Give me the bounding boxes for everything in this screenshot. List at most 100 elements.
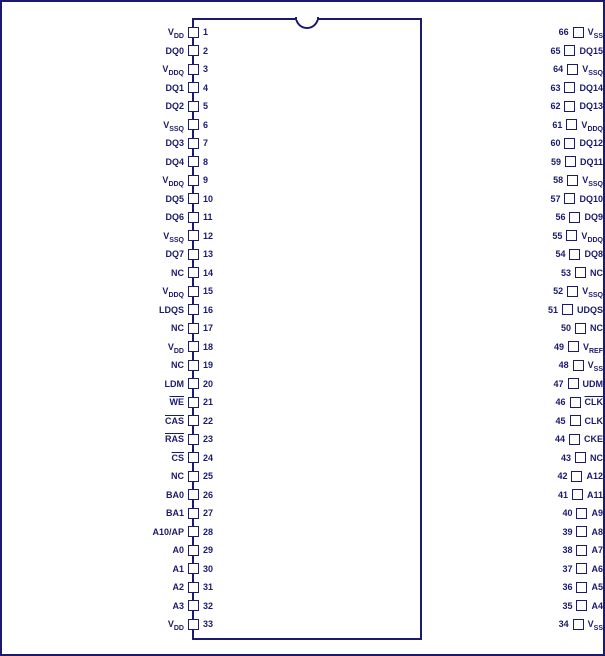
pin-44-label: CKE (584, 434, 603, 444)
pin-33-box (188, 619, 199, 630)
pin-1-label: VDD (168, 27, 184, 37)
pin-6: VSSQ6 (2, 119, 221, 131)
pin-33-number: 33 (203, 619, 221, 629)
pin-35-label: A4 (591, 601, 603, 611)
pin-12-number: 12 (203, 231, 221, 241)
pin-55-box (566, 230, 577, 241)
pin-47-box (568, 378, 579, 389)
pin-61: VDDQ61 (393, 119, 603, 131)
pin-48: VSS48 (393, 359, 603, 371)
diagram-frame: VDD1DQ02VDDQ3DQ14DQ25VSSQ6DQ37DQ48VDDQ9D… (0, 0, 605, 656)
pin-19-label: NC (171, 360, 184, 370)
pin-10-box (188, 193, 199, 204)
pin-54: DQ854 (393, 248, 603, 260)
pin-37-label: A6 (591, 564, 603, 574)
pin-52-box (567, 286, 578, 297)
pin-35-number: 35 (554, 601, 572, 611)
pin-37-number: 37 (554, 564, 572, 574)
pin-62-number: 62 (542, 101, 560, 111)
pin-64-box (567, 64, 578, 75)
pin-8-box (188, 156, 199, 167)
pin-26: BA026 (2, 489, 221, 501)
pin-36-number: 36 (554, 582, 572, 592)
pin-18-label: VDD (168, 342, 184, 352)
pin-63-number: 63 (542, 83, 560, 93)
pin-43: NC43 (393, 452, 603, 464)
pin-62-label: DQ13 (579, 101, 603, 111)
pin-13-number: 13 (203, 249, 221, 259)
pin-1-box (188, 27, 199, 38)
pin-24: CS24 (2, 452, 221, 464)
pin-61-label: VDDQ (581, 120, 603, 130)
pin-30: A130 (2, 563, 221, 575)
pin-9-box (188, 175, 199, 186)
pin-59-box (565, 156, 576, 167)
pin-23: RAS23 (2, 433, 221, 445)
pin-3-number: 3 (203, 64, 221, 74)
pin-55: VDDQ55 (393, 230, 603, 242)
pin-16-number: 16 (203, 305, 221, 315)
pin-27-box (188, 508, 199, 519)
pin-32-label: A3 (172, 601, 184, 611)
pin-63-label: DQ14 (579, 83, 603, 93)
pin-23-label: RAS (165, 434, 184, 444)
pin-58-box (567, 175, 578, 186)
pin-66: VSS66 (393, 26, 603, 38)
pin-55-label: VDDQ (581, 231, 603, 241)
pin-29-number: 29 (203, 545, 221, 555)
pin-57-label: DQ10 (579, 194, 603, 204)
pin-50-label: NC (590, 323, 603, 333)
pin-30-box (188, 563, 199, 574)
pin-8: DQ48 (2, 156, 221, 168)
pin-19: NC19 (2, 359, 221, 371)
pin-14-label: NC (171, 268, 184, 278)
pin-66-label: VSS (588, 27, 603, 37)
pin-21: WE21 (2, 396, 221, 408)
pin-35: A4 35 (393, 600, 603, 612)
pin-59: DQ1159 (393, 156, 603, 168)
pin-16-label: LDQS (159, 305, 184, 315)
pin-62: DQ13 62 (393, 100, 603, 112)
pin-27: BA127 (2, 507, 221, 519)
pin-25-label: NC (171, 471, 184, 481)
pin-42-box (571, 471, 582, 482)
pin-4-box (188, 82, 199, 93)
pin-28-box (188, 526, 199, 537)
pin-19-box (188, 360, 199, 371)
pin-7-box (188, 138, 199, 149)
pin-20-box (188, 378, 199, 389)
pin-53-number: 53 (553, 268, 571, 278)
pin-30-number: 30 (203, 564, 221, 574)
pin-25-number: 25 (203, 471, 221, 481)
pin-34-number: 34 (551, 619, 569, 629)
pin-16: LDQS 16 (2, 304, 221, 316)
pin-2-box (188, 45, 199, 56)
pin-65-box (564, 45, 575, 56)
pin-12: VSSQ12 (2, 230, 221, 242)
pin-1-number: 1 (203, 27, 221, 37)
pin-38-box (576, 545, 587, 556)
pin-59-label: DQ11 (580, 157, 603, 167)
pin-1: VDD 1 (2, 26, 221, 38)
pin-57-box (564, 193, 575, 204)
pin-60-box (564, 138, 575, 149)
pin-54-number: 54 (547, 249, 565, 259)
pin-25: NC 25 (2, 470, 221, 482)
pin-47: UDM47 (393, 378, 603, 390)
pin-24-label: CS (171, 453, 184, 463)
pin-34-label: VSS (588, 619, 603, 629)
pin-2-label: DQ0 (165, 46, 184, 56)
pin-4-number: 4 (203, 83, 221, 93)
pin-42-number: 42 (549, 471, 567, 481)
pin-12-box (188, 230, 199, 241)
pin-44-number: 44 (547, 434, 565, 444)
pin-6-label: VSSQ (163, 120, 184, 130)
pin-56-label: DQ9 (584, 212, 603, 222)
pin-13: DQ713 (2, 248, 221, 260)
pin-51-label: UDQS (577, 305, 603, 315)
pin-18-box (188, 341, 199, 352)
pin-57: DQ1057 (393, 193, 603, 205)
pin-32-number: 32 (203, 601, 221, 611)
pin-8-number: 8 (203, 157, 221, 167)
pin-34-box (573, 619, 584, 630)
